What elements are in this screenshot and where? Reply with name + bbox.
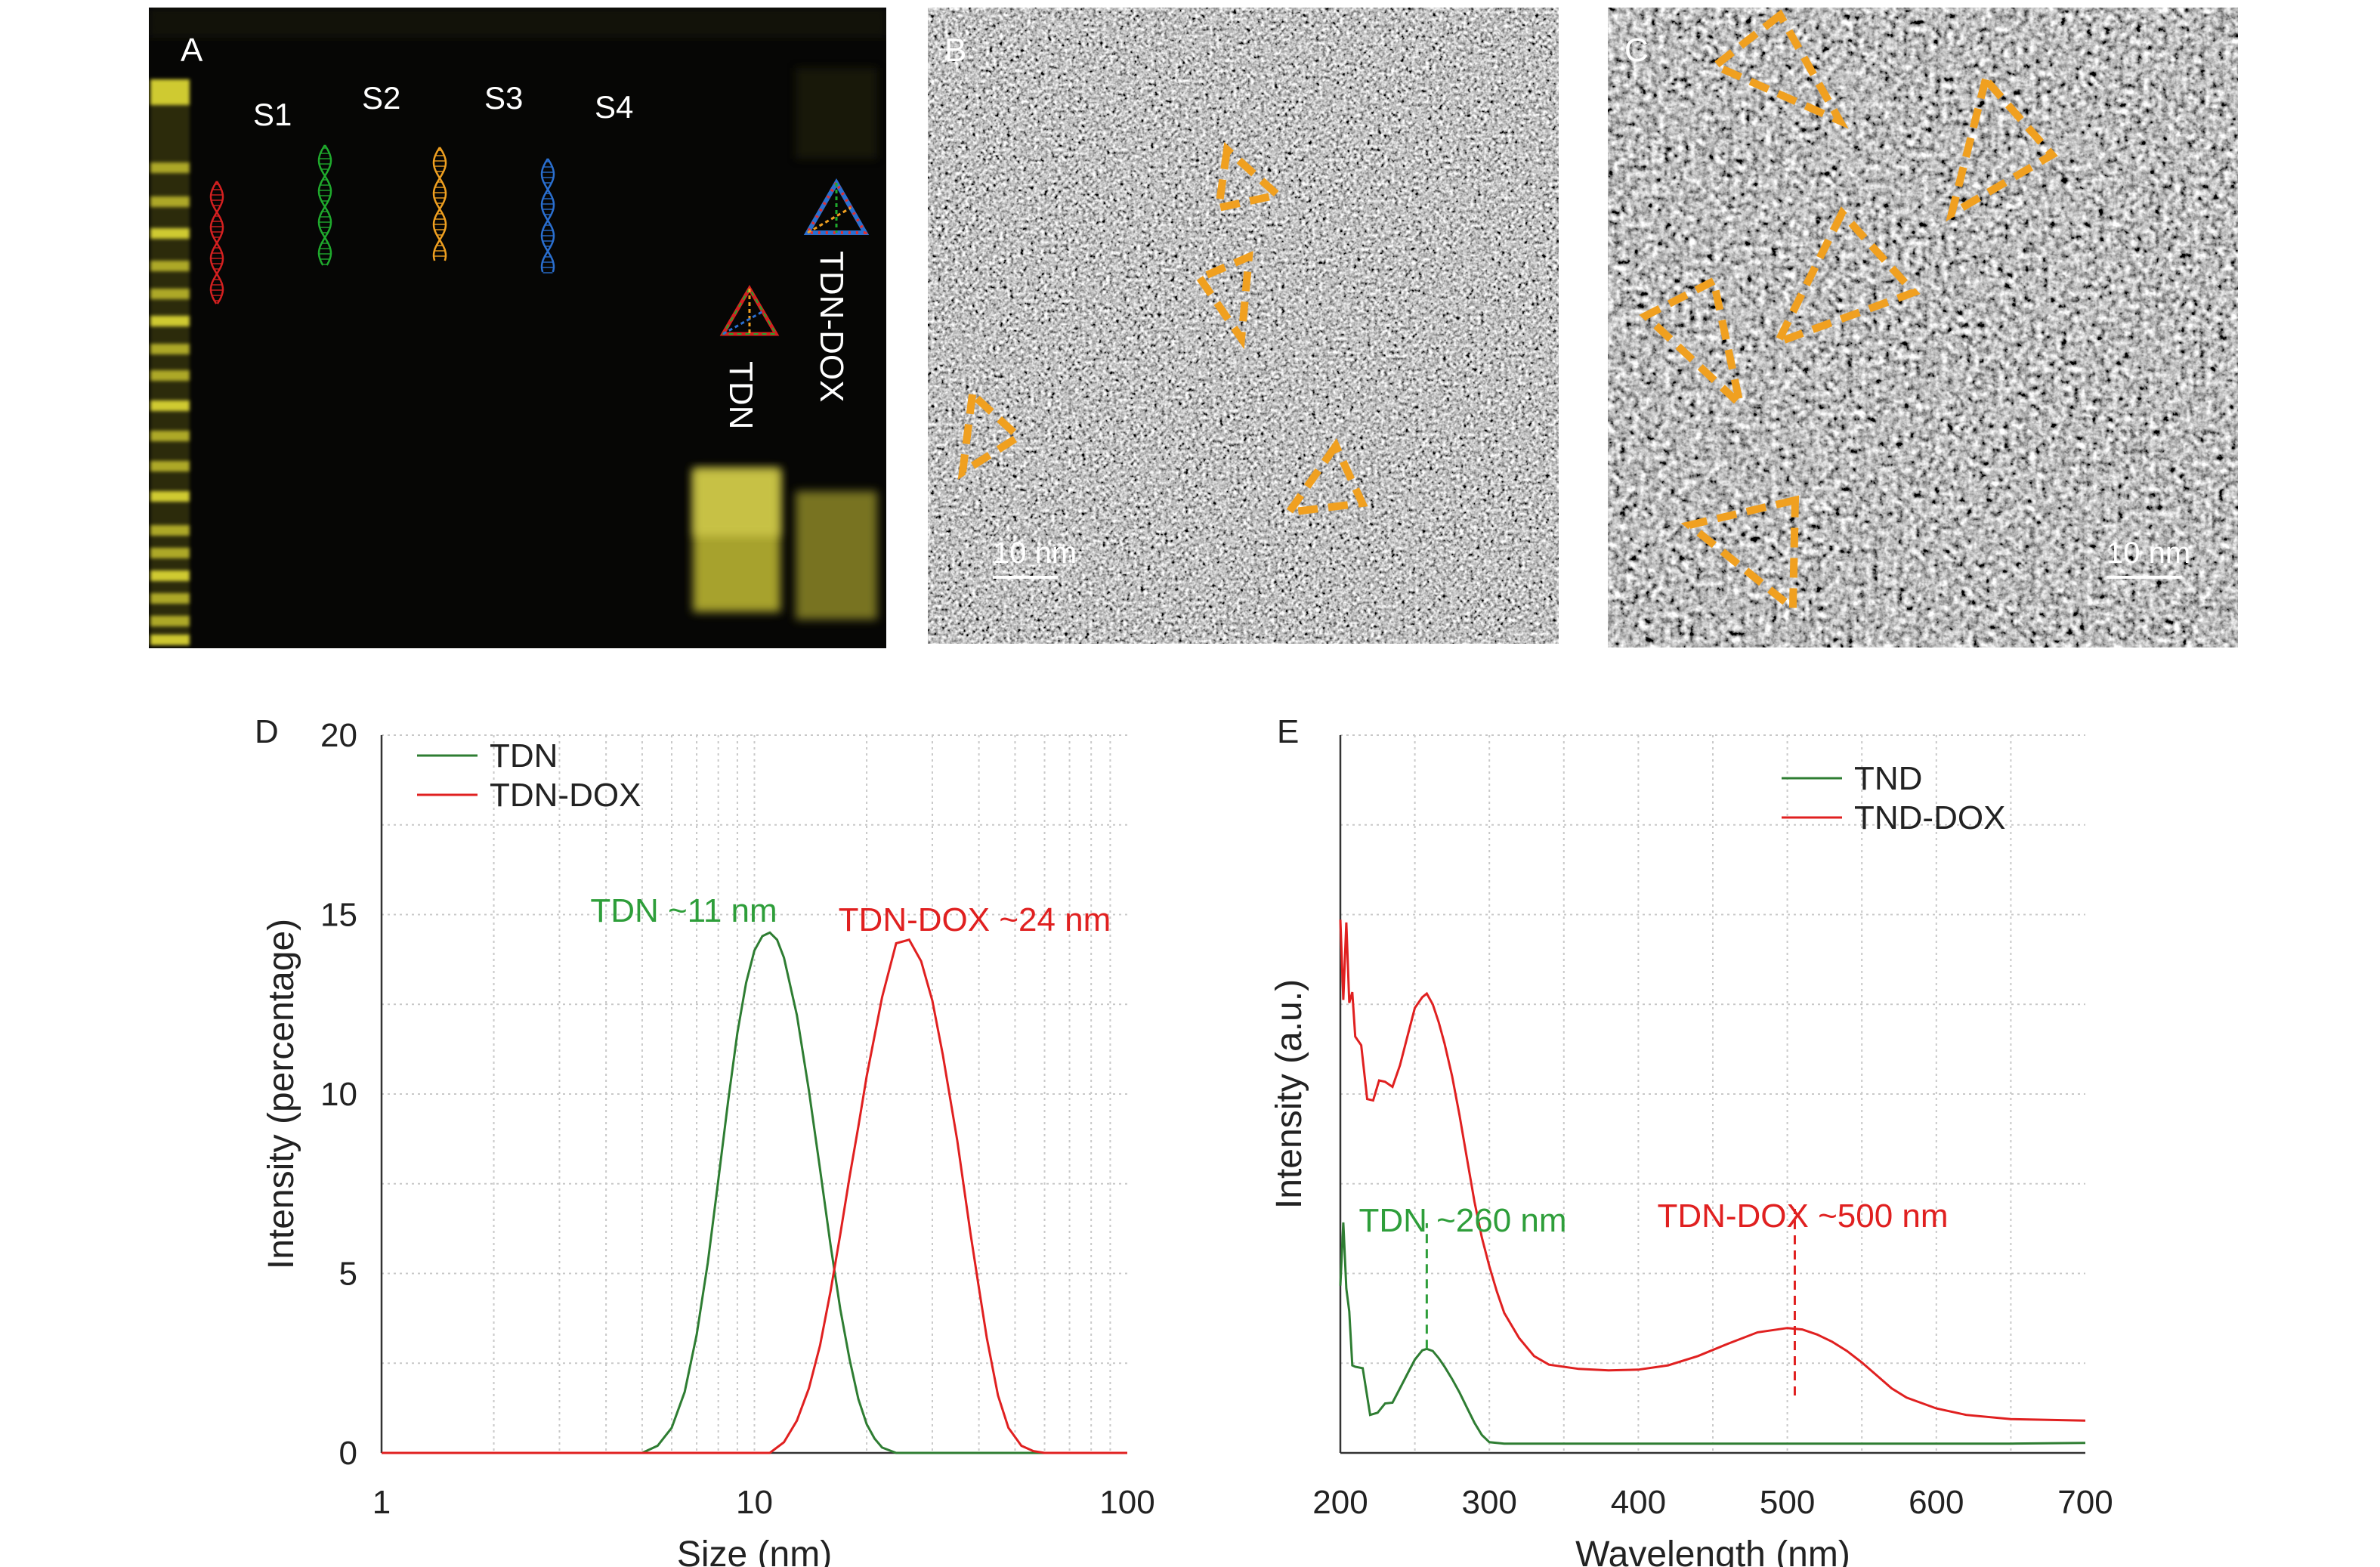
peak-annotation: TDN ~11 nm	[590, 892, 777, 929]
x-tick-label: 500	[1760, 1484, 1815, 1521]
x-tick-label: 10	[736, 1484, 773, 1521]
tetrahedron-marker	[1770, 206, 1921, 350]
peak-annotation: TDN-DOX ~500 nm	[1657, 1198, 1948, 1235]
x-tick-label: 1	[372, 1484, 391, 1521]
tem-image-panel-b: B 10 nm	[928, 8, 1559, 644]
tdn-dox-band	[796, 491, 877, 620]
legend-label: TDN-DOX	[490, 777, 641, 814]
ladder-smear	[150, 79, 190, 638]
dna-strand	[432, 147, 447, 261]
y-axis-label: Intensity (percentage)	[261, 919, 301, 1269]
x-tick-label: 600	[1909, 1484, 1964, 1521]
peak-annotation: TDN-DOX ~24 nm	[839, 901, 1111, 938]
tetrahedron-dna-icon	[719, 285, 780, 336]
dna-helix-icons	[209, 144, 555, 304]
y-tick-label: 10	[320, 1076, 357, 1113]
tem-image-b	[928, 8, 1559, 644]
y-tick-label: 5	[339, 1256, 357, 1293]
series-line-tdn	[382, 931, 1127, 1454]
tetrahedron-marker	[1946, 71, 2058, 222]
x-tick-label: 100	[1099, 1484, 1154, 1521]
tem-image-panel-c: C 10 nm	[1608, 8, 2238, 648]
tetrahedron-marker	[1708, 9, 1849, 129]
legend-label: TDN	[490, 737, 558, 774]
lane-label-tdn: TDN	[722, 361, 759, 430]
x-axis-label: Wavelength (nm)	[1575, 1535, 1850, 1567]
dna-strand	[540, 158, 555, 273]
y-tick-label: 0	[339, 1435, 357, 1472]
panel-label-b: B	[944, 32, 967, 69]
tetrahedron-marker	[1194, 251, 1253, 350]
y-axis-label: Intensity (a.u.)	[1269, 979, 1309, 1209]
ladder-bands	[150, 79, 190, 645]
dna-strand	[432, 147, 447, 261]
series-line-tnd	[1339, 1222, 2086, 1445]
lane-label-s4: S4	[595, 89, 634, 125]
lane-label-tdn-dox: TDN-DOX	[813, 251, 850, 403]
peak-annotation: TDN ~260 nm	[1358, 1202, 1566, 1239]
tetrahedron-marker	[1281, 438, 1368, 518]
gel-top-glow	[149, 8, 886, 38]
tetrahedron-marker	[1214, 142, 1286, 213]
panel-label: D	[255, 713, 279, 750]
gel-image	[149, 8, 886, 645]
dna-strand	[317, 144, 332, 266]
tetrahedron-markers	[1639, 9, 2058, 617]
x-axis-label: Size (nm)	[677, 1535, 832, 1567]
x-tick-label: 300	[1461, 1484, 1516, 1521]
tetrahedron-dna-dox-icon	[803, 178, 870, 235]
panel-label-c: C	[1624, 32, 1649, 69]
tdn-band-top	[693, 468, 780, 536]
lane-label-s3: S3	[484, 80, 524, 116]
dna-strand	[540, 158, 555, 273]
lane-label-s2: S2	[362, 80, 401, 116]
tetrahedron-markers	[957, 142, 1368, 518]
x-tick-label: 400	[1611, 1484, 1666, 1521]
tetrahedron-marker	[1639, 275, 1747, 416]
x-tick-label: 200	[1312, 1484, 1368, 1521]
tem-image-c	[1608, 8, 2238, 648]
scale-bar-label-b: 10 nm	[993, 536, 1077, 570]
dna-strand	[317, 144, 332, 266]
panel-label-a: A	[181, 32, 203, 69]
y-tick-label: 15	[320, 897, 357, 934]
y-tick-label: 20	[320, 717, 357, 754]
tdn-dox-well-glow	[796, 68, 877, 159]
legend-label: TND	[1854, 760, 1922, 797]
series-line-tdn-dox	[382, 938, 1127, 1454]
scale-bar-c	[2106, 576, 2182, 579]
tetrahedron-marker	[957, 386, 1025, 480]
panel-label: E	[1277, 713, 1299, 750]
legend-label: TND-DOX	[1854, 799, 2005, 836]
x-tick-label: 700	[2057, 1484, 2113, 1521]
lane-label-s1: S1	[253, 97, 292, 132]
scale-bar-b	[993, 576, 1058, 579]
series-line-tnd-dox	[1339, 919, 2086, 1422]
gel-image-panel: A S1 S2 S3 S4 TDN TDN-DOX	[149, 8, 886, 648]
scale-bar-label-c: 10 nm	[2106, 536, 2191, 570]
